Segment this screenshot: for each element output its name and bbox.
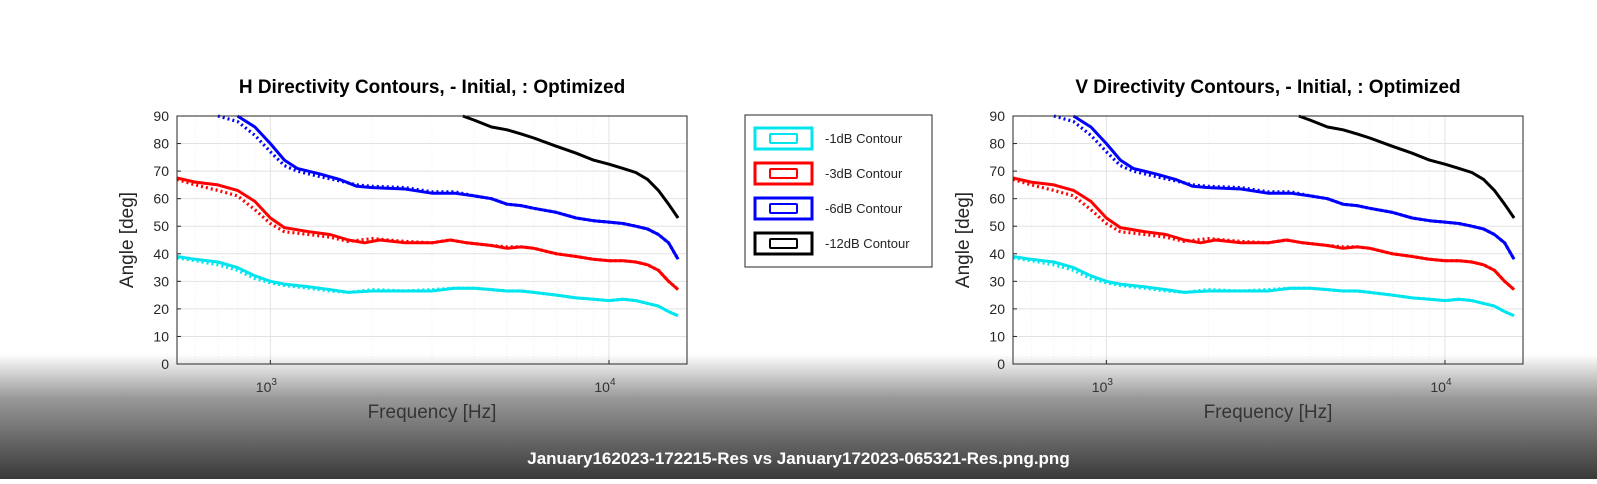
series-line-dotted bbox=[1012, 256, 1515, 318]
image-filename-caption: January162023-172215-Res vs January17202… bbox=[527, 449, 1070, 468]
y-axis-label: Angle [deg] bbox=[953, 192, 974, 288]
x-tick-label: 104 bbox=[1430, 377, 1452, 395]
y-tick-label: 80 bbox=[989, 136, 1005, 152]
y-tick-label: 50 bbox=[989, 218, 1005, 234]
series-line-solid bbox=[176, 255, 679, 318]
y-tick-label: 40 bbox=[153, 246, 169, 262]
y-tick-labels: 0 10 20 30 40 50 60 70 80 90 bbox=[153, 108, 181, 372]
series-line-dotted bbox=[1053, 114, 1516, 261]
chart-title: V Directivity Contours, - Initial, : Opt… bbox=[1075, 77, 1460, 98]
series-line-dotted bbox=[217, 114, 680, 261]
legend-swatch bbox=[753, 126, 814, 151]
x-tick-exponent: 3 bbox=[1107, 377, 1113, 388]
minor-gridlines bbox=[1030, 116, 1430, 364]
x-tick-label: 103 bbox=[256, 377, 278, 395]
y-tick-label: 60 bbox=[989, 191, 1005, 207]
y-tick-label: 50 bbox=[153, 218, 169, 234]
series-line-solid bbox=[236, 114, 680, 261]
legend-swatch bbox=[753, 161, 814, 186]
y-tick-label: 30 bbox=[153, 273, 169, 289]
y-tick-label: 90 bbox=[989, 108, 1005, 124]
series-line-solid bbox=[1072, 114, 1516, 261]
y-tick-label: 70 bbox=[989, 163, 1005, 179]
y-tick-label: 10 bbox=[153, 328, 169, 344]
chart-title: H Directivity Contours, - Initial, : Opt… bbox=[239, 77, 625, 98]
y-tick-label: 0 bbox=[997, 356, 1005, 372]
major-gridlines bbox=[1013, 115, 1523, 365]
legend-label: -12dB Contour bbox=[825, 236, 910, 251]
y-tick-label: 70 bbox=[153, 163, 169, 179]
y-tick-label: 20 bbox=[989, 301, 1005, 317]
legend-swatch-inner bbox=[769, 238, 798, 249]
x-tick-labels: 103 104 bbox=[1092, 360, 1452, 395]
legend-box bbox=[744, 114, 933, 268]
series-line-dotted bbox=[176, 177, 680, 291]
x-tick-exponent: 4 bbox=[1446, 377, 1452, 388]
x-axis-label: Frequency [Hz] bbox=[368, 402, 497, 423]
legend-swatch-inner bbox=[769, 133, 798, 144]
y-tick-label: 30 bbox=[989, 273, 1005, 289]
y-tick-label: 20 bbox=[153, 301, 169, 317]
legend: -1dB Contour -3dB Contour -6dB Contour -12d… bbox=[744, 114, 933, 268]
y-tick-label: 80 bbox=[153, 136, 169, 152]
y-tick-label: 40 bbox=[989, 246, 1005, 262]
legend-label: -6dB Contour bbox=[825, 201, 903, 216]
legend-swatch bbox=[753, 231, 814, 256]
series-line-solid bbox=[1298, 114, 1516, 219]
legend-label: -1dB Contour bbox=[825, 131, 903, 146]
minor-gridlines bbox=[194, 116, 594, 364]
x-tick-label: 104 bbox=[594, 377, 616, 395]
series-line-solid bbox=[462, 114, 680, 219]
legend-swatch-inner bbox=[769, 168, 798, 179]
y-axis-label: Angle [deg] bbox=[117, 192, 138, 288]
series-group bbox=[1012, 114, 1516, 318]
x-axis-label: Frequency [Hz] bbox=[1204, 402, 1333, 423]
chart-1: 0 10 20 30 40 50 60 70 80 90 103 104 V Directivity C… bbox=[953, 77, 1524, 423]
x-tick-exponent: 4 bbox=[610, 377, 616, 388]
series-group bbox=[176, 114, 680, 318]
legend-swatch-inner bbox=[769, 203, 798, 214]
x-tick-labels: 103 104 bbox=[256, 360, 616, 395]
series-line-dotted bbox=[176, 256, 679, 318]
x-tick-label: 103 bbox=[1092, 377, 1114, 395]
legend-label: -3dB Contour bbox=[825, 166, 903, 181]
y-tick-label: 90 bbox=[153, 108, 169, 124]
x-tick-exponent: 3 bbox=[271, 377, 277, 388]
y-tick-label: 0 bbox=[161, 356, 169, 372]
chart-0: 0 10 20 30 40 50 60 70 80 90 103 104 H Directivity C… bbox=[117, 77, 933, 423]
series-line-solid bbox=[1012, 255, 1515, 318]
y-tick-label: 10 bbox=[989, 328, 1005, 344]
series-line-dotted bbox=[1012, 177, 1516, 291]
legend-swatch bbox=[753, 196, 814, 221]
y-tick-label: 60 bbox=[153, 191, 169, 207]
